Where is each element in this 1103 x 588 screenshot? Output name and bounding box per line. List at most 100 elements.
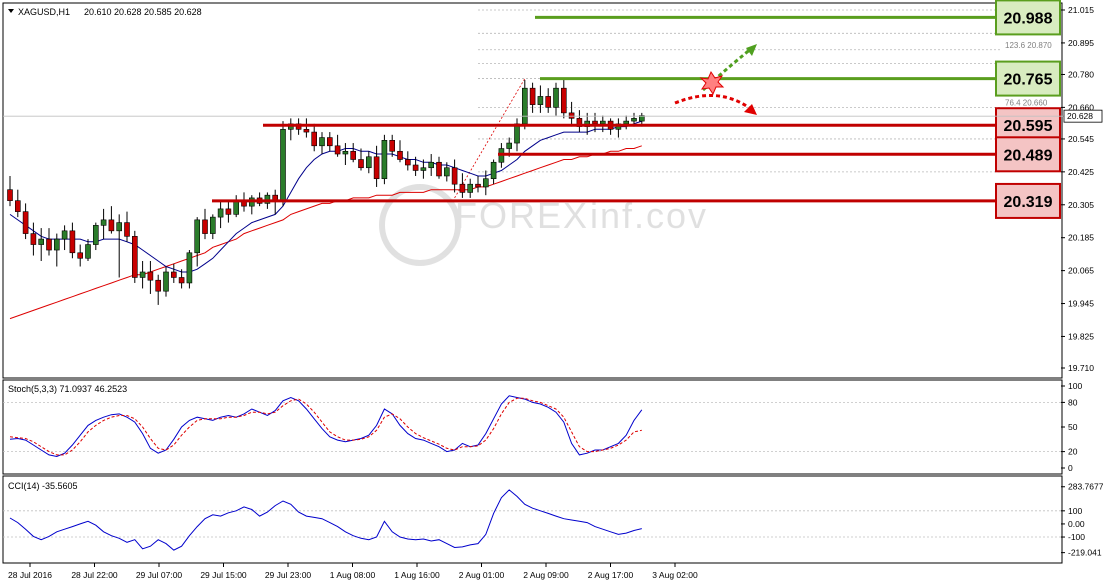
bullish-candle <box>217 208 224 218</box>
main-price-layer: 21.015 20.895 20.780 20.660 20.545 20.425 20.3… <box>3 0 1103 373</box>
cci-tick-label: -219.041 <box>1068 548 1102 558</box>
bearish-candle <box>568 112 575 119</box>
symbol-label: XAGUSD,H1 <box>18 7 70 17</box>
cci-panel-frame <box>2 475 1063 564</box>
bullish-candle <box>443 167 450 177</box>
bullish-arrow-head <box>746 44 757 56</box>
bearish-candle <box>77 252 83 259</box>
bullish-candle <box>210 216 216 234</box>
stoch-tick-label: 100 <box>1068 381 1082 391</box>
time-tick-label: 29 Jul 23:00 <box>265 570 312 580</box>
bullish-candle <box>514 123 520 144</box>
price-tick-label: 20.185 <box>1068 233 1094 243</box>
stoch-tick-label: 0 <box>1068 463 1073 473</box>
bearish-candle <box>155 279 161 292</box>
level-value-label: 20.765 <box>1004 72 1053 89</box>
price-tick-label: 20.780 <box>1068 69 1094 79</box>
level-value-label: 20.988 <box>1004 10 1053 27</box>
stoch-tick-label: 20 <box>1068 447 1078 457</box>
bearish-candle <box>147 271 154 281</box>
price-tick-label: 20.660 <box>1068 102 1094 112</box>
time-tick-label: 29 Jul 15:00 <box>200 570 247 580</box>
bearish-candle <box>436 161 442 177</box>
cci-line <box>9 489 642 551</box>
bullish-candle <box>53 238 60 251</box>
time-tick-label: 2 Aug 09:00 <box>523 570 569 580</box>
bearish-candle <box>545 96 552 108</box>
price-tick-label: 19.825 <box>1068 331 1094 341</box>
bearish-candle <box>326 137 333 147</box>
price-tick-label: 20.895 <box>1068 38 1094 48</box>
bearish-candle <box>132 236 138 278</box>
bearish-candle <box>560 87 567 114</box>
bullish-candle <box>264 194 271 204</box>
bullish-candle <box>553 87 559 108</box>
bullish-candle <box>631 118 637 122</box>
stoch-main-line <box>9 395 643 458</box>
resistance-level-box <box>995 60 1061 97</box>
bearish-candle <box>303 129 310 133</box>
bearish-candle <box>108 219 115 232</box>
bearish-candle <box>358 159 364 169</box>
bearish-candle <box>350 150 357 160</box>
bearish-candle <box>69 230 76 254</box>
time-tick-label: 28 Jul 2016 <box>8 570 52 580</box>
bullish-candle <box>467 183 474 193</box>
bullish-candle <box>521 87 528 125</box>
bearish-candle <box>592 120 598 125</box>
time-tick-label: 1 Aug 08:00 <box>330 570 376 580</box>
support-level-box <box>995 136 1061 173</box>
fibo-label: 123.6 20.870 <box>1005 41 1052 50</box>
breakout-burst-icon <box>699 70 725 96</box>
stoch-tick-label: 50 <box>1068 422 1078 432</box>
cci-layer: 283.7677 100 0.00 -100 -219.041 <box>3 482 1103 558</box>
bearish-candle <box>311 131 318 147</box>
time-tick-label: 2 Aug 17:00 <box>588 570 634 580</box>
time-tick-label: 29 Jul 07:00 <box>136 570 183 580</box>
bearish-candle <box>124 222 130 237</box>
bullish-candle <box>420 167 427 171</box>
bearish-candle <box>202 219 208 234</box>
main-panel-frame <box>2 2 1063 379</box>
bullish-candle <box>319 137 325 147</box>
bullish-candle <box>139 271 146 278</box>
bullish-candle <box>85 244 91 259</box>
price-tick-label: 21.015 <box>1068 5 1094 15</box>
bearish-candle <box>451 167 458 185</box>
bearish-candle <box>373 156 380 180</box>
current-price-label: 20.628 <box>1067 111 1093 121</box>
symbol-dropdown-icon[interactable] <box>8 9 14 13</box>
bearish-candle <box>459 183 466 193</box>
time-tick-label: 28 Jul 22:00 <box>71 570 118 580</box>
bearish-candle <box>475 183 481 188</box>
bearish-candle <box>15 200 21 212</box>
bearish-candle <box>178 277 185 284</box>
cci-tick-label: 0.00 <box>1068 519 1085 529</box>
bullish-candle <box>61 230 68 240</box>
bullish-candle <box>428 161 435 169</box>
bullish-candle <box>599 120 606 125</box>
bearish-candle <box>404 159 411 166</box>
level-value-label: 20.489 <box>1004 147 1053 164</box>
bullish-candle <box>482 178 489 188</box>
bullish-candle <box>490 161 497 180</box>
ohlc-readout: 20.610 20.628 20.585 20.628 <box>84 7 202 17</box>
cci-title: CCI(14) -35.5605 <box>8 481 78 491</box>
bearish-candle <box>389 140 396 152</box>
price-tick-label: 20.425 <box>1068 167 1094 177</box>
bearish-candle <box>30 233 37 245</box>
price-tick-label: 20.545 <box>1068 134 1094 144</box>
bearish-candle <box>334 145 341 155</box>
bullish-candle <box>506 142 513 149</box>
bearish-candle <box>7 189 13 201</box>
bullish-candle <box>638 115 645 122</box>
level-value-label: 20.319 <box>1004 194 1053 211</box>
bullish-candle <box>280 129 286 201</box>
bearish-candle <box>529 87 536 105</box>
bearish-arrow-head <box>744 104 757 115</box>
bullish-candle <box>116 222 122 232</box>
bullish-candle <box>381 140 388 180</box>
fibo-label: 76.4 20.660 <box>1005 98 1048 107</box>
